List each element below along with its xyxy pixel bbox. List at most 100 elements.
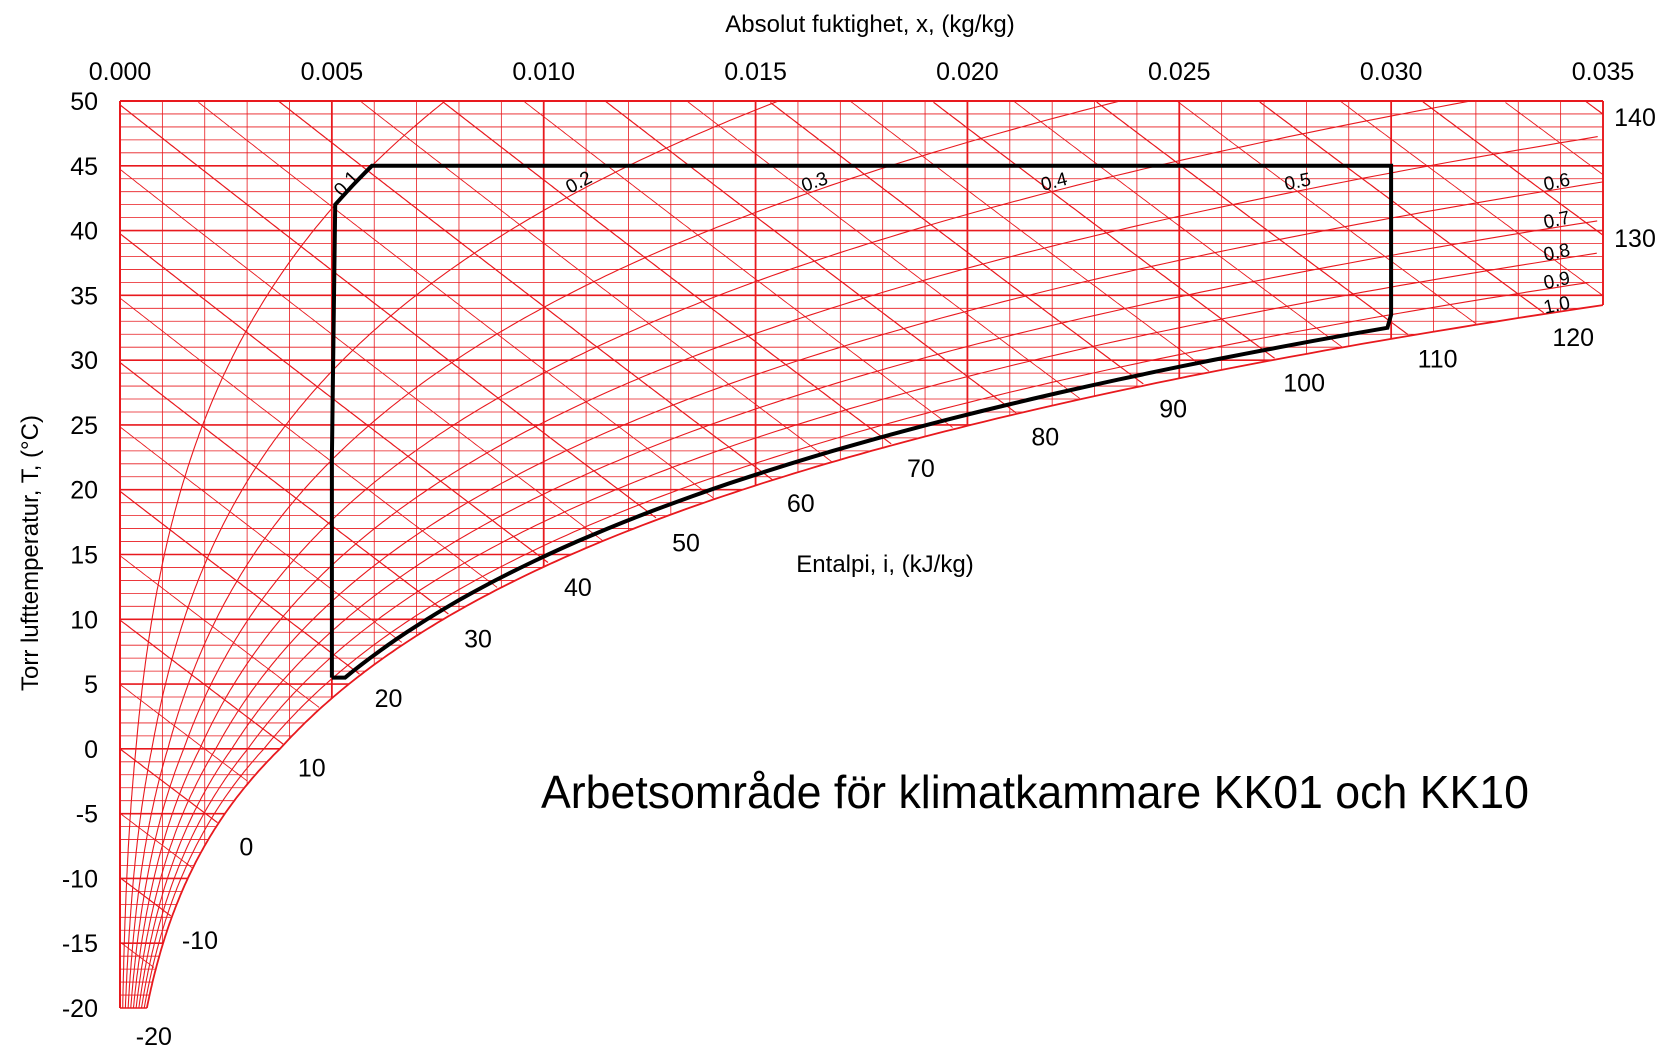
enthalpy-tick-label: 0 [239,833,253,861]
enthalpy-tick-label: 70 [907,455,935,483]
enthalpy-line [1259,101,1545,314]
enthalpy-tick-label: 120 [1552,324,1594,352]
rh-label: 0.1 [330,167,363,201]
y-tick-label: 0 [84,736,98,764]
enthalpy-line [119,168,604,542]
enthalpy-lines [119,100,1604,968]
enthalpy-tick-label: 40 [564,574,592,602]
enthalpy-line [361,101,833,463]
x-tick-label: 0.030 [1360,58,1423,86]
enthalpy-line [119,490,360,675]
enthalpy-tick-label: 60 [787,490,815,518]
enthalpy-line [1585,101,1604,115]
rh-curve-0.4 [130,100,1471,1009]
enthalpy-tick-label: 130 [1614,225,1656,253]
operating-envelope [329,163,1394,680]
x-tick-label: 0.035 [1572,58,1635,86]
y-tick-label: 30 [70,347,98,375]
y-tick-label: -5 [76,801,98,829]
rh-label: 0.2 [563,167,596,198]
enthalpy-line [687,101,1080,399]
enthalpy-line [119,748,218,824]
enthalpy-tick-label: 100 [1283,369,1325,397]
enthalpy-line [278,100,773,481]
enthalpy-line [1340,100,1604,296]
y-tick-label: -20 [62,995,98,1023]
enthalpy-line [1096,101,1409,336]
y-tick-label: 45 [70,153,98,181]
enthalpy-line [1505,102,1604,176]
rh-curve-1.0 [146,304,1604,1009]
rh-label: 1.0 [1542,293,1572,319]
enthalpy-line [119,941,155,968]
enthalpy-line [198,101,714,499]
enthalpy-line [604,100,1017,414]
enthalpy-tick-label: -10 [182,927,218,955]
y-tick-label: 20 [70,477,98,505]
enthalpy-tick-label: 30 [464,625,492,653]
enthalpy-line [933,101,1275,359]
x-tick-label: 0.010 [512,58,575,86]
rh-label: 0.5 [1283,169,1313,195]
rh-curve-0.6 [135,181,1603,1009]
enthalpy-axis-title: Entalpi, i, (kJ/kg) [796,551,973,578]
operating-envelope-outline [329,163,1394,680]
chart-title: Arbetsområde för klimatkammare KK01 och … [541,766,1529,818]
rh-curve-0.5 [132,136,1598,1009]
grid-layer [119,100,1604,1009]
enthalpy-line [1422,101,1604,236]
x-tick-label: 0.020 [936,58,999,86]
enthalpy-tick-label: 110 [1418,346,1458,374]
enthalpy-line [119,297,498,588]
y-tick-label: 40 [70,218,98,246]
y-tick-label: 35 [70,282,98,310]
rh-curve-0.1 [122,100,446,1009]
rh-label: 0.3 [799,168,831,196]
y-tick-label: -10 [62,865,98,893]
enthalpy-line [119,684,248,782]
enthalpy-tick-label: 90 [1159,395,1187,423]
x-axis-title: Absolut fuktighet, x, (kg/kg) [725,11,1014,38]
enthalpy-tick-label: 50 [672,529,700,557]
y-tick-label: 15 [70,542,98,570]
y-tick-label: -15 [62,930,98,958]
enthalpy-line [119,426,403,643]
enthalpy-tick-label: 20 [375,685,403,713]
enthalpy-tick-label: 10 [298,755,326,783]
y-tick-label: 10 [70,606,98,634]
rh-label: 0.9 [1542,268,1572,294]
rh-curve-0.3 [127,100,1121,1009]
enthalpy-tick-label: -20 [136,1023,172,1049]
enthalpy-line [119,362,449,615]
enthalpy-line [770,102,1144,385]
x-tick-label: 0.000 [89,58,152,86]
enthalpy-line [850,101,1210,372]
x-tick-label: 0.015 [724,58,787,86]
y-tick-label: 50 [70,88,98,116]
rh-label: 0.8 [1542,240,1572,266]
rh-curves [122,100,1604,1009]
label-layer: 0.000 0.005 0.010 0.015 0.020 0.025 0.030 0.035… [62,58,1656,1049]
enthalpy-tick-label: 80 [1031,424,1059,452]
rh-label: 0.7 [1542,208,1572,234]
enthalpy-tick-label: 140 [1614,104,1656,132]
enthalpy-line [119,619,284,745]
enthalpy-line [524,101,953,428]
enthalpy-line [441,100,892,445]
enthalpy-line [1013,101,1343,348]
rh-curve-0.9 [143,281,1590,1009]
y-tick-label: 25 [70,412,98,440]
y-tick-label: 5 [84,671,98,699]
rh-curve-0.2 [124,100,779,1009]
y-axis-title: Torr lufttemperatur, T, (°C) [17,415,44,691]
rh-curve-0.8 [140,252,1597,1009]
x-tick-label: 0.005 [301,58,364,86]
enthalpy-line [1176,100,1477,324]
rh-curve-0.7 [138,220,1598,1009]
enthalpy-line [119,555,320,708]
x-tick-label: 0.025 [1148,58,1211,86]
enthalpy-line [119,877,172,917]
enthalpy-line [119,812,193,868]
